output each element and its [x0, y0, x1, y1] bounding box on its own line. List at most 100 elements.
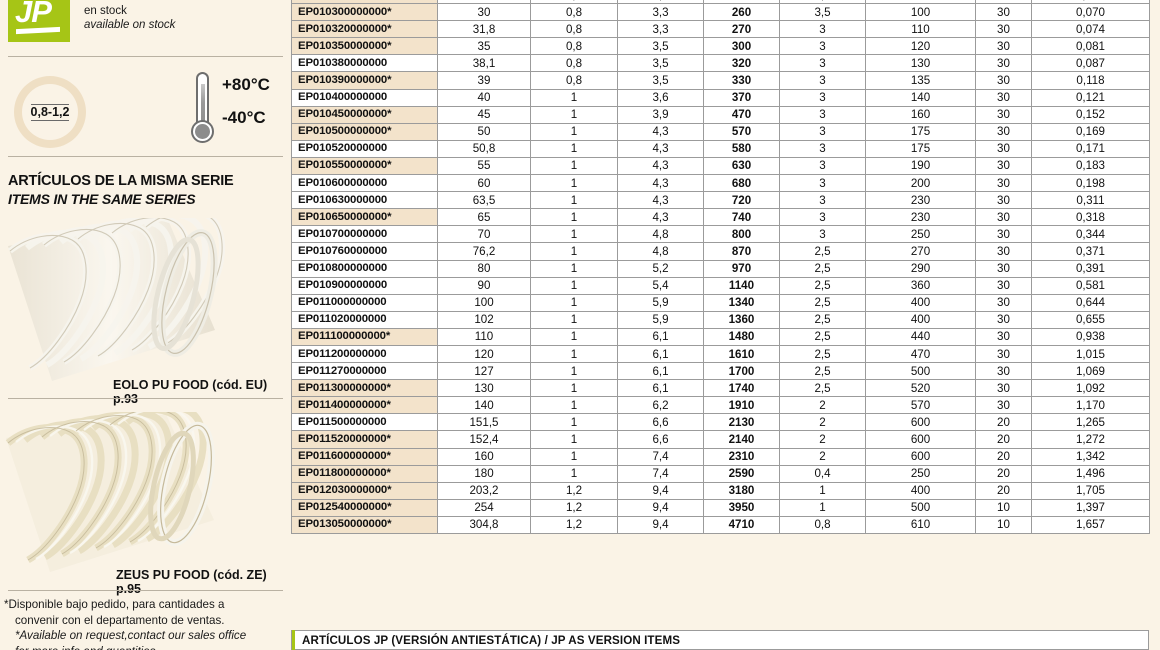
cell-value-7: 30 [975, 20, 1032, 39]
table-row: EP012540000000* 254 1,2 9,4 3950 1 500 10 1,397 [291, 498, 1150, 517]
table-row: EP011500000000 151,5 1 6,6 2130 2 600 20 1,265 [291, 413, 1150, 432]
cell-value-1: 160 [437, 447, 531, 466]
cell-value-5: 3 [779, 225, 866, 244]
section-accent-bar [292, 630, 295, 650]
table-row: EP011100000000* 110 1 6,1 1480 2,5 440 30 0,938 [291, 327, 1150, 346]
cell-value-8: 1,657 [1031, 515, 1150, 535]
cell-value-8: 0,121 [1031, 88, 1150, 107]
cell-value-5: 2 [779, 396, 866, 415]
cell-value-2: 1,2 [530, 515, 618, 535]
cell-value-6: 230 [865, 208, 976, 227]
cell-value-1: 90 [437, 276, 531, 295]
cell-article-code: EP011600000000* [291, 447, 438, 466]
cell-value-8: 0,198 [1031, 174, 1150, 193]
cell-value-8: 0,938 [1031, 327, 1150, 346]
cell-article-code: EP010400000000 [291, 88, 438, 107]
table-row: EP010400000000 40 1 3,6 370 3 140 30 0,121 [291, 88, 1150, 107]
cell-article-code: EP011800000000* [291, 464, 438, 483]
cell-article-code: EP013050000000* [291, 515, 438, 535]
cell-value-4: 1700 [703, 362, 780, 381]
cell-value-5: 3 [779, 105, 866, 124]
cell-value-1: 38,1 [437, 54, 531, 73]
cell-value-2: 1 [530, 139, 618, 158]
cell-value-7: 30 [975, 293, 1032, 312]
table-row: EP011300000000* 130 1 6,1 1740 2,5 520 30 1,092 [291, 379, 1150, 398]
as-version-section-header: ARTÍCULOS JP (VERSIÓN ANTIESTÁTICA) / JP… [291, 630, 1149, 650]
cell-value-7: 20 [975, 413, 1032, 432]
cell-value-5: 3 [779, 20, 866, 39]
cell-value-5: 2 [779, 413, 866, 432]
cell-value-1: 127 [437, 362, 531, 381]
cell-value-6: 200 [865, 174, 976, 193]
cell-value-3: 4,3 [617, 174, 704, 193]
cell-value-4: 2130 [703, 413, 780, 432]
cell-value-5: 3 [779, 208, 866, 227]
cell-value-8: 0,183 [1031, 156, 1150, 176]
cell-value-1: 35 [437, 37, 531, 56]
cell-value-3: 3,3 [617, 3, 704, 22]
cell-value-2: 0,8 [530, 20, 618, 39]
cell-article-code: EP010380000000 [291, 54, 438, 73]
cell-value-5: 0,4 [779, 464, 866, 483]
cell-value-1: 31,8 [437, 20, 531, 39]
cell-value-4: 270 [703, 20, 780, 39]
cell-value-3: 6,1 [617, 344, 704, 364]
cell-value-6: 500 [865, 362, 976, 381]
spec-table: EP010250000000*250,83,32203,580300,057EP… [291, 0, 1150, 535]
cell-value-8: 0,655 [1031, 310, 1150, 329]
cell-value-4: 1610 [703, 344, 780, 364]
cell-article-code: EP010450000000* [291, 105, 438, 124]
cell-value-7: 30 [975, 122, 1032, 141]
cell-value-3: 4,3 [617, 208, 704, 227]
cell-value-2: 1 [530, 362, 618, 381]
cell-value-2: 1 [530, 276, 618, 295]
cell-value-3: 3,9 [617, 105, 704, 124]
cell-value-8: 0,371 [1031, 242, 1150, 261]
cell-value-6: 130 [865, 54, 976, 73]
table-row: EP010650000000* 65 1 4,3 740 3 230 30 0,318 [291, 208, 1150, 227]
left-sidebar: JP en stock available on stock 0,8-1,2 +… [0, 0, 290, 650]
table-row: EP010380000000 38,1 0,8 3,5 320 3 130 30 0,087 [291, 54, 1150, 73]
cell-value-5: 2,5 [779, 293, 866, 312]
cell-value-3: 4,3 [617, 191, 704, 210]
temperature-max: +80°C [222, 75, 270, 94]
cell-value-6: 230 [865, 191, 976, 210]
cell-value-7: 10 [975, 515, 1032, 535]
stock-label-es: en stock [84, 5, 127, 17]
cell-value-8: 0,074 [1031, 20, 1150, 39]
cell-value-4: 800 [703, 225, 780, 244]
cell-value-4: 740 [703, 208, 780, 227]
cell-value-4: 870 [703, 242, 780, 261]
cell-value-1: 152,4 [437, 430, 531, 449]
cell-value-8: 0,169 [1031, 122, 1150, 141]
cell-value-7: 30 [975, 327, 1032, 346]
wall-thickness-value: 0,8-1,2 [30, 103, 70, 121]
cell-value-1: 130 [437, 379, 531, 398]
table-row: EP010350000000* 35 0,8 3,5 300 3 120 30 0,081 [291, 37, 1150, 56]
cell-value-1: 140 [437, 396, 531, 415]
cell-article-code: EP010390000000* [291, 71, 438, 90]
cell-value-1: 60 [437, 174, 531, 193]
cell-value-4: 580 [703, 139, 780, 158]
table-row: EP011020000000 102 1 5,9 1360 2,5 400 30 0,655 [291, 310, 1150, 329]
cell-value-1: 203,2 [437, 481, 531, 500]
cell-value-8: 1,170 [1031, 396, 1150, 415]
cell-value-8: 0,087 [1031, 54, 1150, 73]
cell-value-8: 1,272 [1031, 430, 1150, 449]
cell-value-3: 4,3 [617, 139, 704, 158]
cell-value-1: 110 [437, 327, 531, 346]
cell-value-5: 2,5 [779, 344, 866, 364]
cell-value-6: 470 [865, 344, 976, 364]
cell-value-3: 4,8 [617, 242, 704, 261]
cell-value-5: 2,5 [779, 242, 866, 261]
cell-value-4: 1480 [703, 327, 780, 346]
footnote-block: *Disponible bajo pedido, para cantidades… [4, 597, 290, 650]
cell-value-4: 1740 [703, 379, 780, 398]
cell-value-5: 2,5 [779, 276, 866, 295]
cell-value-2: 1 [530, 156, 618, 176]
cell-value-6: 250 [865, 225, 976, 244]
cell-value-4: 570 [703, 122, 780, 141]
cell-value-3: 6,1 [617, 362, 704, 381]
cell-value-4: 1910 [703, 396, 780, 415]
cell-value-6: 160 [865, 105, 976, 124]
